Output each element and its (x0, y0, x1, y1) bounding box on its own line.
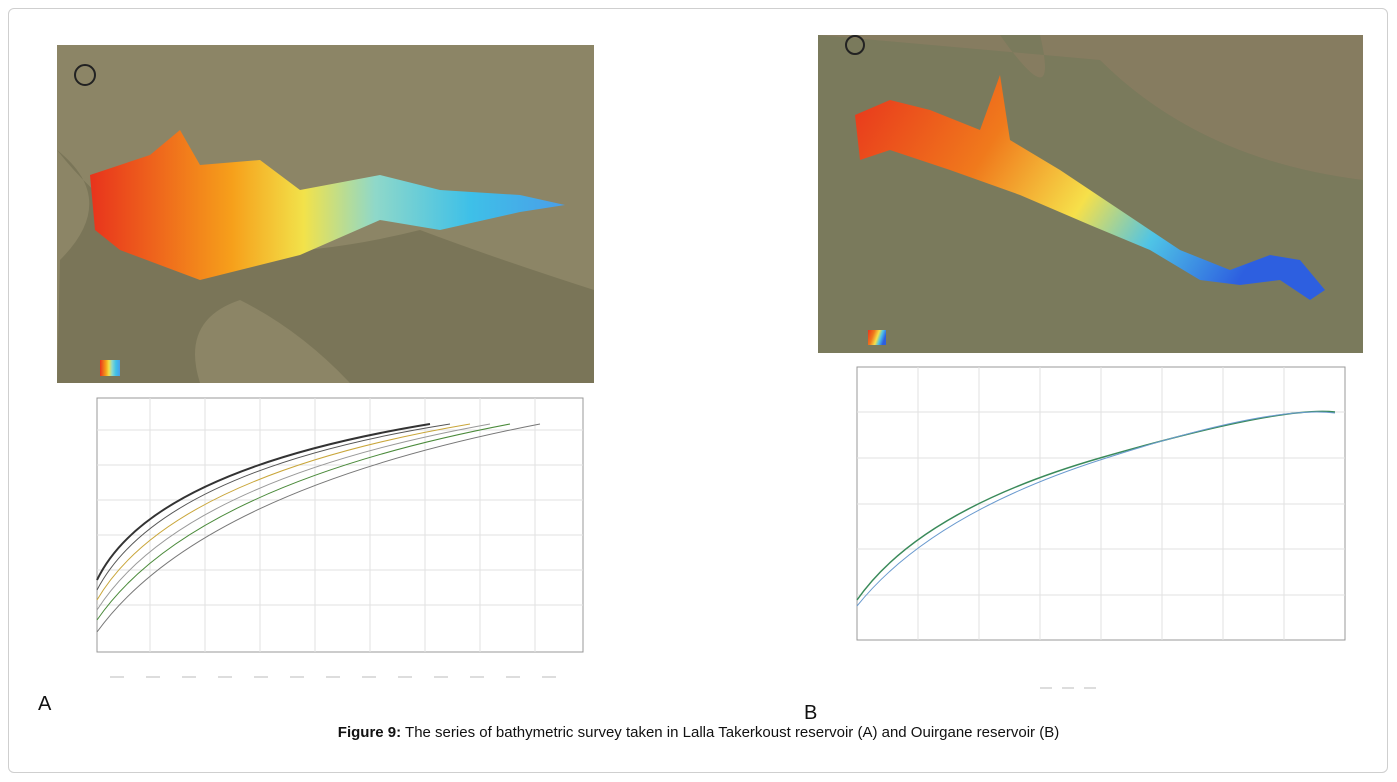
chart-a (96, 397, 584, 678)
map-a (57, 45, 594, 383)
caption: Figure 9: The series of bathymetric surv… (0, 724, 1397, 741)
panel-label: A (38, 693, 52, 715)
map-b (818, 35, 1363, 353)
panel-label: B (804, 702, 818, 724)
chart-b (856, 366, 1346, 689)
figure-frame (8, 8, 1388, 773)
caption-label: Figure 9: (337, 724, 402, 741)
caption-text: The series of bathymetric survey taken i… (401, 724, 1060, 741)
